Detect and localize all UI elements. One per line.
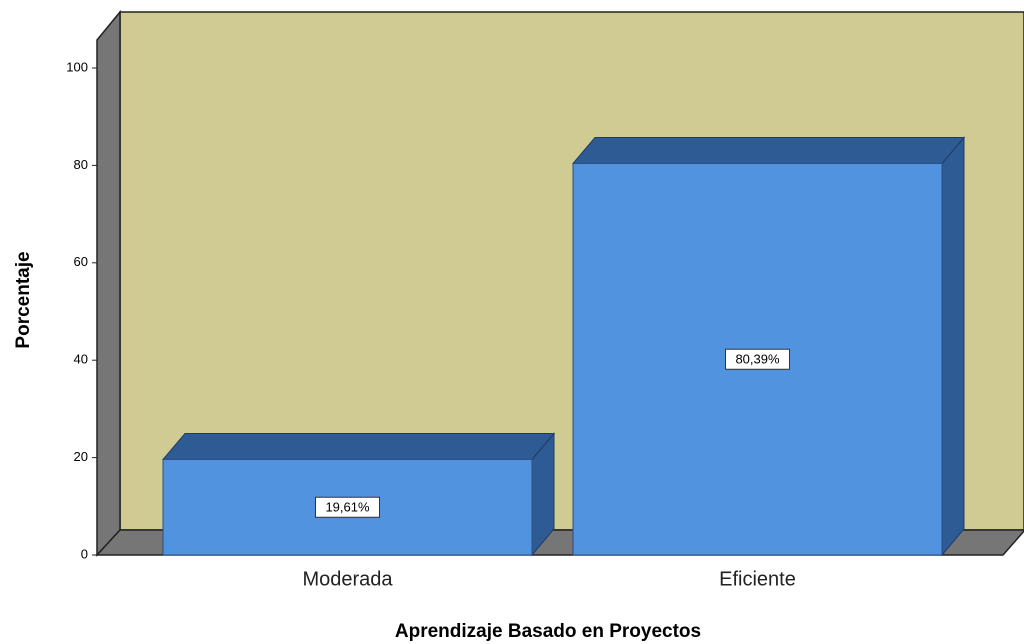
y-tick-label: 60 xyxy=(74,254,88,269)
value-label: 19,61% xyxy=(325,500,370,515)
y-axis-title: Porcentaje xyxy=(13,251,34,348)
x-tick-label: Eficiente xyxy=(719,568,796,590)
y-tick-label: 0 xyxy=(81,546,88,561)
y-tick-label: 20 xyxy=(74,449,88,464)
bar xyxy=(572,163,943,556)
y-tick-label: 100 xyxy=(66,59,88,74)
y-tick-label: 40 xyxy=(74,352,88,367)
bar-top xyxy=(161,432,556,460)
side-wall xyxy=(96,9,121,557)
value-label-box xyxy=(315,496,380,518)
bar-top xyxy=(571,137,966,165)
bar-side xyxy=(941,136,965,557)
value-label-box xyxy=(725,348,790,370)
x-tick-label: Moderada xyxy=(302,568,393,590)
y-tick-label: 80 xyxy=(74,157,88,172)
value-label: 80,39% xyxy=(735,352,780,367)
x-axis-title: Aprendizaje Basado en Proyectos xyxy=(395,621,701,642)
